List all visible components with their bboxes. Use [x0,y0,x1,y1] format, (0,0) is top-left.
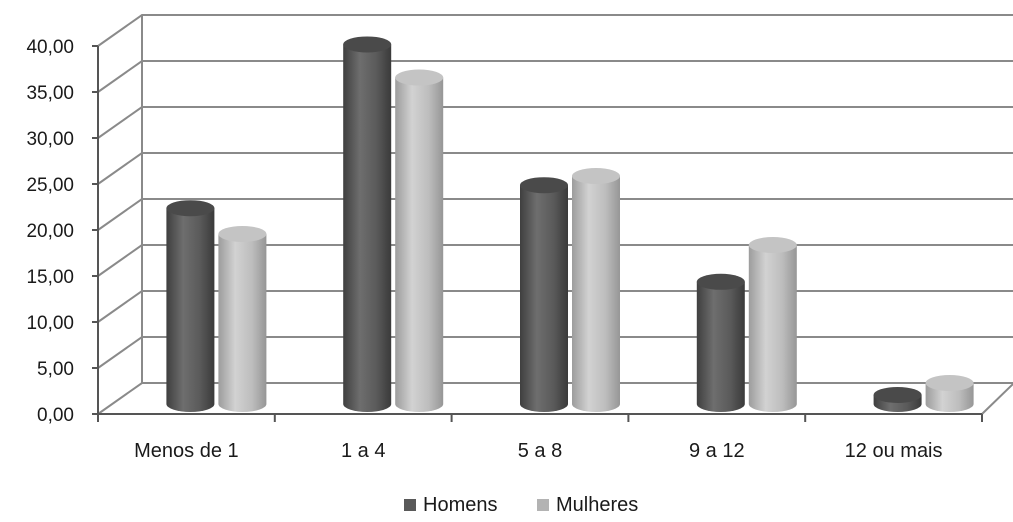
bar-body [696,281,745,412]
bar-top [925,375,974,391]
bar-body [520,185,568,412]
bar-mulheres-4 [925,375,974,412]
bar-homens-0 [166,200,215,412]
bar-mulheres-2 [572,168,620,412]
gridline [97,106,1013,139]
y-tick-label: 10,00 [26,313,74,334]
x-tick-label: Menos de 1 [134,440,239,462]
y-tick-label: 0,00 [37,405,74,426]
x-tick-label: 12 ou mais [845,440,943,462]
gridline [97,244,1013,277]
bar-top [520,177,568,194]
y-tick-label: 40,00 [26,37,74,58]
bar-body [572,176,620,412]
bar-top [696,273,745,290]
bar-body [343,44,392,412]
bar-top [218,225,267,242]
bar-top [748,237,797,253]
gridline [97,14,1013,47]
bar-mulheres-0 [218,225,267,412]
x-tick-label: 5 a 8 [518,440,562,462]
bar-body [925,383,974,412]
bar-top [343,36,392,53]
bar-mulheres-1 [395,69,444,412]
bars [166,36,974,412]
y-tick-label: 35,00 [26,83,74,104]
bar-body [166,208,215,412]
bar-top [166,200,215,217]
axes [92,45,983,422]
gridlines [97,14,1013,415]
legend-label-homens: Homens [423,494,497,516]
floor-edge [981,382,1013,415]
gridline [97,152,1013,185]
x-tick-label: 1 a 4 [341,440,385,462]
legend-swatch-homens [404,499,416,511]
gridline [97,60,1013,93]
bar-top [572,168,620,184]
y-tick-label: 20,00 [26,221,74,242]
bar-homens-3 [696,273,745,412]
bar-body [395,77,444,412]
gridline [97,198,1013,231]
bar-body [218,233,267,412]
bar-body [748,245,797,412]
bar-homens-1 [343,36,392,412]
y-tick-label: 30,00 [26,129,74,150]
y-tick-label: 25,00 [26,175,74,196]
legend-label-mulheres: Mulheres [556,494,638,516]
bar-top [395,69,444,86]
bar-homens-2 [520,177,568,412]
bar-mulheres-3 [748,237,797,412]
y-tick-label: 5,00 [37,359,74,380]
bar-homens-4 [873,386,922,412]
bar-top [873,386,922,403]
y-tick-label: 15,00 [26,267,74,288]
x-tick-label: 9 a 12 [689,440,745,462]
legend: Homens Mulheres [404,494,638,516]
labels: 0,00 5,00 10,00 15,00 20,00 25,00 30,00 35,00 40… [26,37,942,462]
legend-swatch-mulheres [537,499,549,511]
